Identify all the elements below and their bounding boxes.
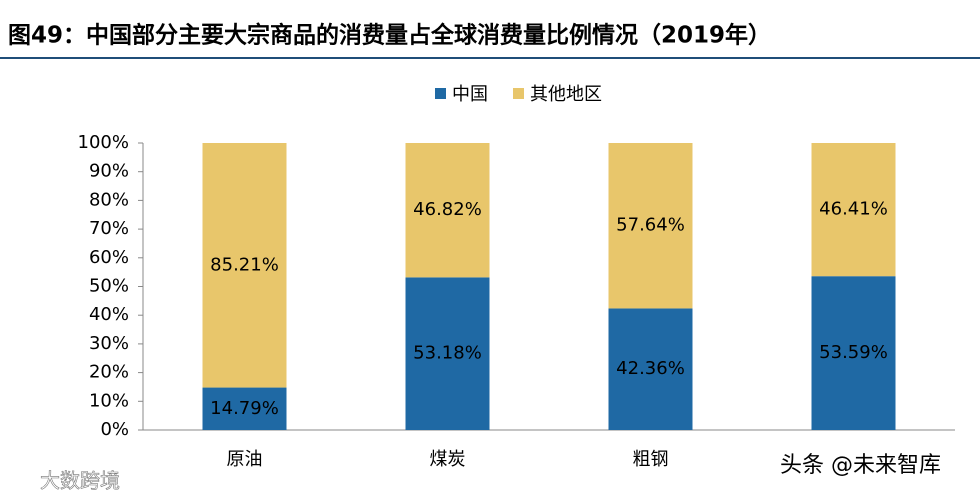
bar-segment: [202, 143, 287, 388]
value-label: 53.59%: [819, 342, 888, 363]
bar-segment: [202, 387, 287, 430]
y-tick-label: 50%: [89, 276, 129, 297]
legend-label: 其他地区: [530, 84, 602, 105]
chart-title: 图49：中国部分主要大宗商品的消费量占全球消费量比例情况（2019年）: [8, 22, 771, 49]
value-label: 46.41%: [819, 199, 888, 220]
bar-segment: [811, 143, 896, 277]
legend-swatch: [435, 88, 446, 99]
value-label: 46.82%: [413, 199, 482, 220]
y-tick-label: 30%: [89, 333, 129, 354]
value-label: 57.64%: [616, 215, 685, 236]
y-tick-label: 80%: [89, 189, 129, 210]
y-tick-label: 100%: [78, 132, 129, 153]
value-label: 14.79%: [210, 398, 279, 419]
legend-swatch: [513, 88, 524, 99]
x-tick-label: 煤炭: [430, 449, 466, 470]
value-label: 85.21%: [210, 254, 279, 275]
x-tick-label: 粗钢: [633, 449, 669, 470]
bar-segment: [608, 143, 693, 309]
y-tick-label: 60%: [89, 247, 129, 268]
bar-segment: [405, 143, 490, 278]
x-tick-label: 原油: [227, 449, 263, 470]
bar-segment: [608, 308, 693, 430]
legend-label: 中国: [452, 84, 488, 105]
value-label: 53.18%: [413, 343, 482, 364]
watermark: 大数跨境: [40, 469, 120, 493]
y-tick-label: 20%: [89, 362, 129, 383]
value-label: 42.36%: [616, 358, 685, 379]
y-tick-label: 90%: [89, 161, 129, 182]
y-tick-label: 10%: [89, 390, 129, 411]
y-tick-label: 40%: [89, 304, 129, 325]
y-tick-label: 70%: [89, 218, 129, 239]
watermark: 头条 @未来智库: [780, 453, 941, 478]
bar-segment: [405, 277, 490, 430]
y-tick-label: 0%: [100, 419, 129, 440]
bar-segment: [811, 276, 896, 430]
